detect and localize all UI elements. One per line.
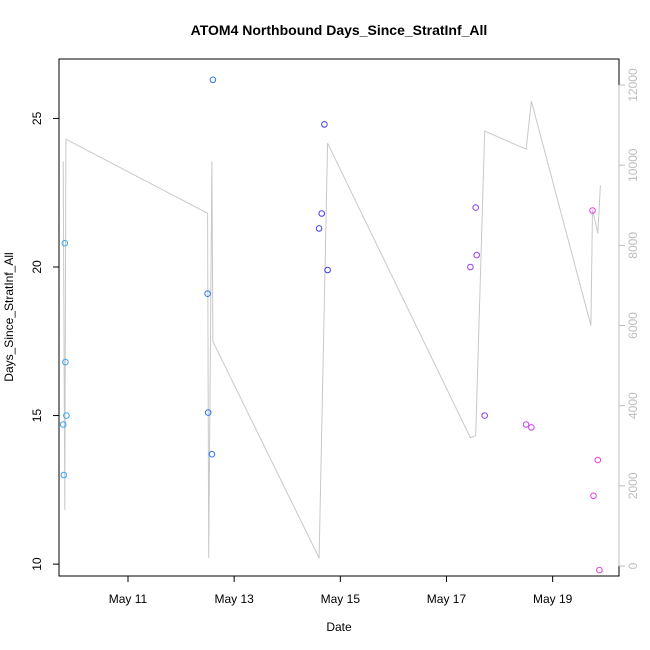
x-axis-label: Date	[326, 620, 352, 634]
y2-tick-label: 12000	[626, 68, 640, 102]
chart-title: ATOM4 Northbound Days_Since_StratInf_All	[191, 22, 488, 38]
y2-tick-label: 2000	[626, 472, 640, 499]
y-tick-label: 25	[30, 111, 44, 125]
y-axis-label: Days_Since_StratInf_All	[2, 252, 16, 381]
y-axis-right: 0 2000 4000 6000 8000 10000 12000	[618, 68, 640, 569]
y2-tick-label: 0	[626, 562, 640, 569]
data-point	[59, 421, 67, 428]
data-point	[209, 76, 217, 84]
data-point	[522, 421, 530, 428]
y-axis-left: 10 15 20 25	[30, 111, 60, 571]
data-point	[528, 424, 535, 431]
data-point	[589, 207, 596, 214]
data-point	[324, 266, 331, 274]
data-point	[61, 239, 69, 247]
data-point	[204, 290, 211, 298]
y-tick-label: 15	[30, 409, 44, 423]
plot-frame	[58, 58, 620, 577]
x-tick-label: May 11	[109, 592, 148, 606]
data-point	[472, 204, 480, 211]
x-axis: May 11 May 13 May 15 May 17 May 19	[109, 575, 573, 606]
x-tick-label: May 19	[533, 592, 573, 606]
data-point	[62, 358, 69, 366]
y2-tick-label: 8000	[626, 232, 640, 259]
data-point	[594, 456, 602, 464]
data-point	[63, 412, 70, 419]
y2-tick-label: 4000	[626, 392, 640, 419]
x-tick-label: May 13	[214, 592, 254, 606]
data-point	[590, 492, 597, 500]
line-series	[62, 100, 601, 559]
data-point	[315, 225, 323, 232]
data-point	[321, 121, 328, 128]
data-point	[204, 409, 212, 416]
line-series-path	[62, 100, 601, 559]
y-tick-label: 10	[30, 557, 44, 571]
y2-tick-label: 10000	[626, 148, 640, 182]
y2-tick-label: 6000	[626, 312, 640, 339]
data-point	[473, 251, 481, 259]
data-points	[59, 76, 603, 574]
data-point	[467, 263, 474, 271]
data-point	[596, 566, 603, 574]
y-tick-label: 20	[30, 260, 44, 274]
x-tick-label: May 15	[321, 592, 361, 606]
data-point	[60, 471, 68, 479]
data-point	[318, 210, 326, 217]
x-tick-label: May 17	[427, 592, 467, 606]
data-point	[481, 412, 489, 419]
data-point	[208, 450, 216, 458]
